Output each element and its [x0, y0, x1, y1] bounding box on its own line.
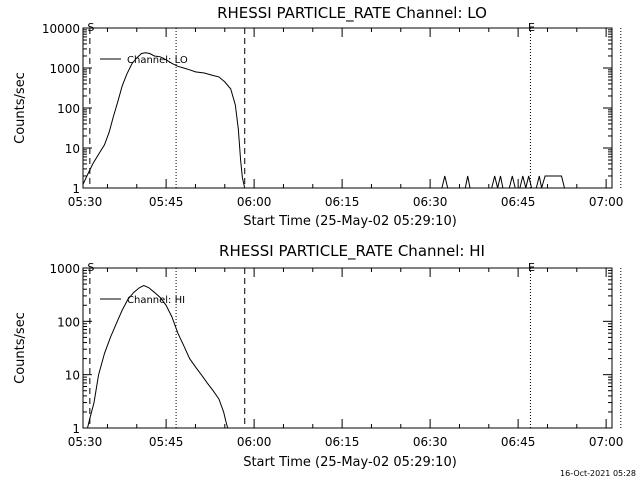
hi-x-tick-label: 06:45 [501, 435, 536, 449]
lo-x-tick-label: 06:15 [325, 195, 360, 209]
lo-series-line-1 [441, 175, 565, 189]
lo-x-tick-label: 07:00 [589, 195, 624, 209]
hi-x-tick-label: 06:00 [237, 435, 272, 449]
lo-y-axis-label: Counts/sec [13, 72, 28, 144]
hi-legend-label: Channel: HI [127, 295, 185, 306]
hi-x-tick-label: 05:30 [68, 435, 103, 449]
lo-y-tick-label: 100 [57, 102, 80, 116]
hi-y-axis-label: Counts/sec [13, 312, 28, 384]
lo-x-tick-label: 06:30 [413, 195, 448, 209]
lo-legend-label: Channel: LO [127, 55, 188, 66]
hi-chart-title: RHESSI PARTICLE_RATE Channel: HI [219, 242, 485, 261]
hi-y-tick-label: 1 [72, 422, 80, 436]
hi-x-tick-label: 05:45 [149, 435, 184, 449]
lo-y-tick-label: 10 [65, 142, 80, 156]
hi-x-tick-label: 06:15 [325, 435, 360, 449]
lo-x-tick-label: 05:30 [68, 195, 103, 209]
lo-marker-label: S [87, 21, 94, 34]
lo-chart-title: RHESSI PARTICLE_RATE Channel: LO [217, 4, 487, 23]
hi-y-tick-label: 100 [57, 315, 80, 329]
hi-series-line-0 [87, 284, 229, 429]
lo-x-tick-label: 06:00 [237, 195, 272, 209]
hi-x-axis-label: Start Time (25-May-02 05:29:10) [243, 455, 457, 470]
lo-series-line-0 [82, 52, 246, 189]
hi-plot-frame [82, 267, 613, 429]
hi-y-tick-label: 10 [65, 369, 80, 383]
hi-channel-panel: RHESSI PARTICLE_RATE Channel: HI Counts/… [13, 242, 623, 470]
lo-y-tick-label: 1 [72, 182, 80, 196]
hi-x-tick-label: 06:30 [413, 435, 448, 449]
lo-y-tick-label: 1000 [49, 62, 80, 76]
lo-channel-panel: RHESSI PARTICLE_RATE Channel: LO Counts/… [13, 4, 623, 229]
lo-y-tick-label: 10000 [42, 22, 80, 36]
lo-x-tick-label: 05:45 [149, 195, 184, 209]
lo-x-axis-label: Start Time (25-May-02 05:29:10) [243, 214, 457, 229]
generation-timestamp: 16-Oct-2021 05:28 [560, 469, 636, 478]
hi-marker-label: S [87, 261, 94, 274]
hi-marker-label: E [528, 261, 535, 274]
lo-x-tick-label: 06:45 [501, 195, 536, 209]
hi-y-tick-label: 1000 [49, 262, 80, 276]
lo-marker-label: E [528, 21, 535, 34]
hi-x-tick-label: 07:00 [589, 435, 624, 449]
